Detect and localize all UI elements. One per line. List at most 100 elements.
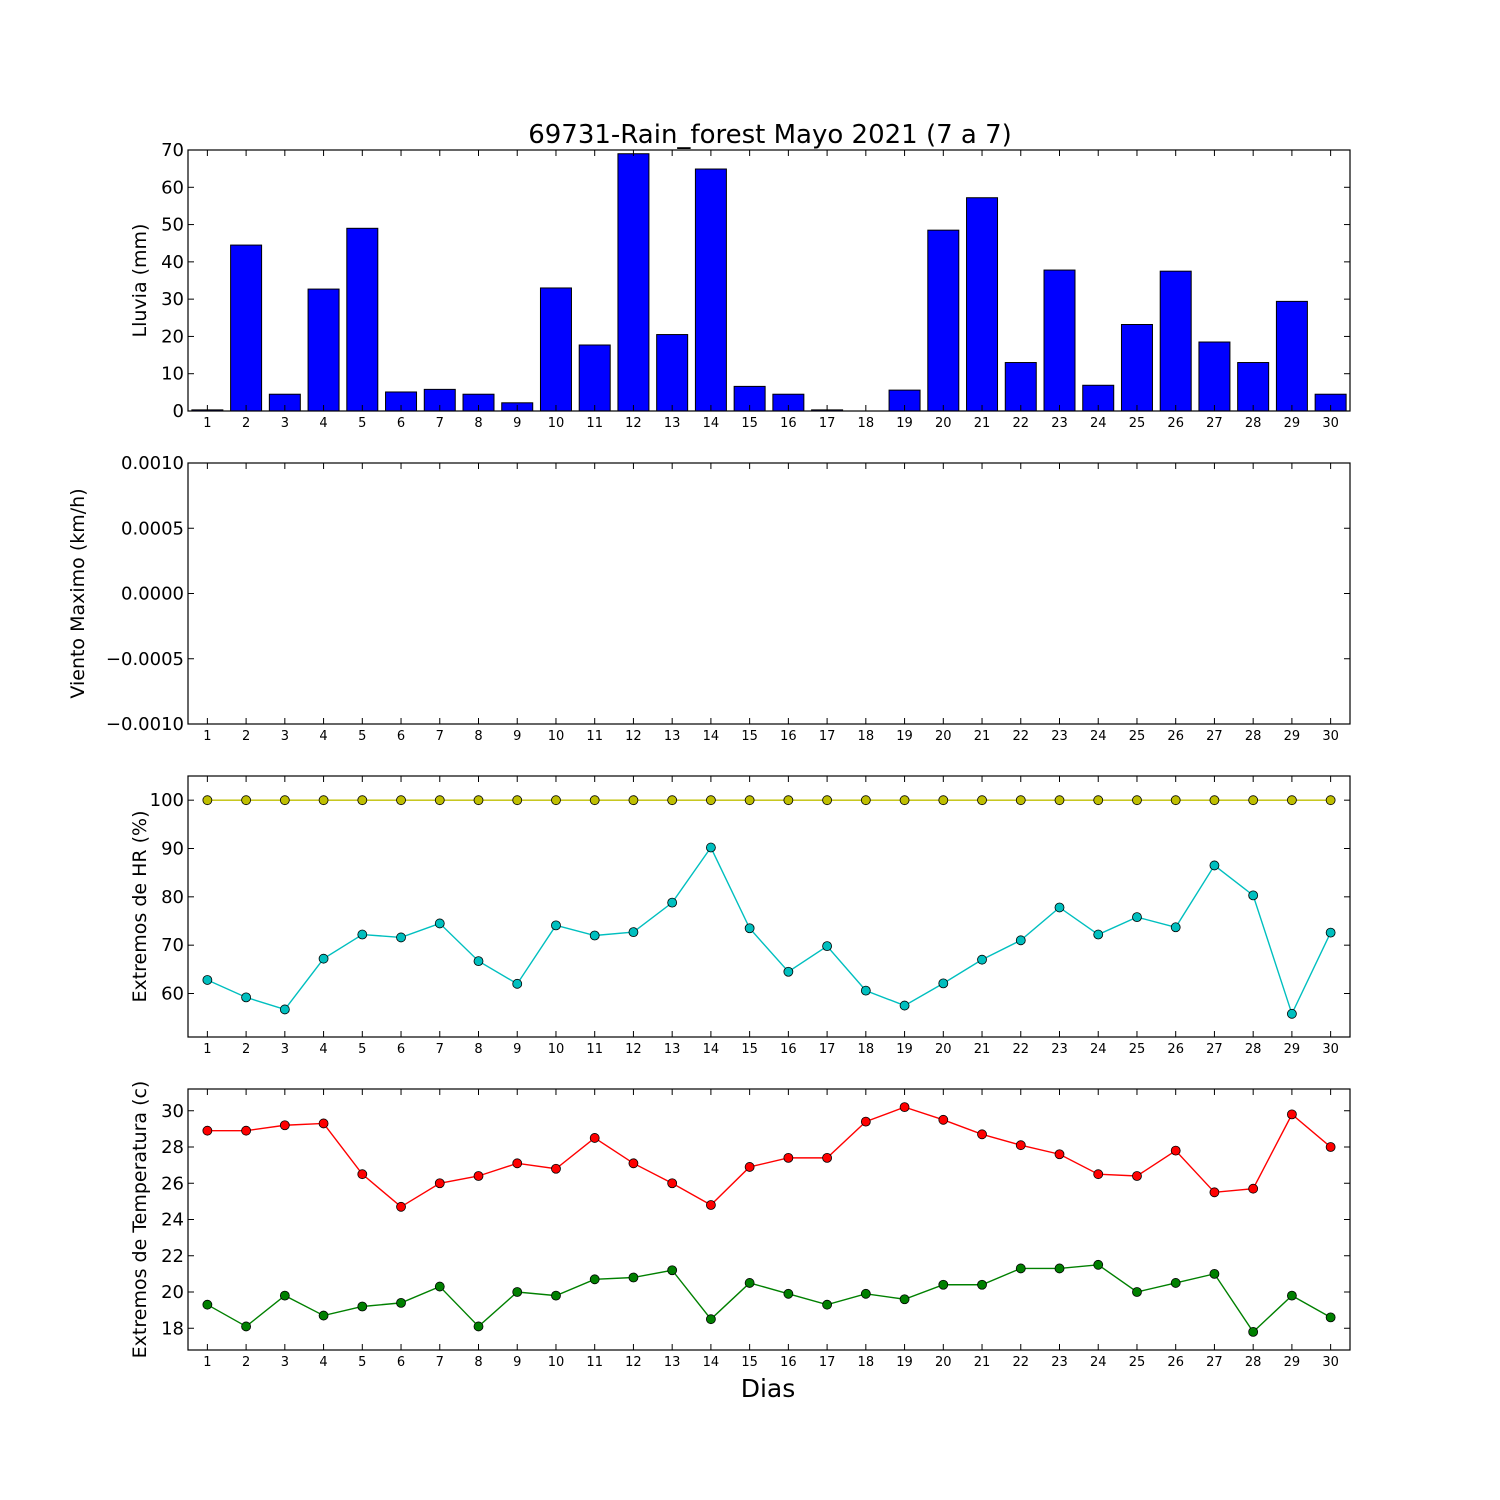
humidity-point [512,795,523,806]
rain-xtick-label: 13 [664,416,681,431]
humidity-xtick-label: 30 [1322,1042,1339,1057]
wind-xtick-label: 16 [780,729,797,744]
wind-xtick-label: 13 [664,729,681,744]
humidity-xtick-label: 21 [974,1042,991,1057]
temperature-xtick-label: 15 [741,1355,758,1370]
humidity-point [202,975,213,985]
humidity-point [434,795,445,806]
humidity-point [1325,927,1336,938]
rain-xtick-label: 30 [1322,416,1339,431]
rain-bar [694,168,727,412]
humidity-point [241,795,252,806]
humidity-point [1015,795,1026,806]
rain-bar [1275,300,1308,412]
temperature-point [473,1321,484,1332]
wind-ylabel: Viento Maximo (km/h) [67,488,89,698]
temperature-point [589,1274,600,1285]
humidity-xtick-label: 22 [1012,1042,1029,1057]
temperature-xtick-label: 8 [474,1355,482,1370]
rain-bar [578,344,611,412]
humidity-xtick-label: 3 [281,1042,289,1057]
temperature-xtick-label: 9 [513,1355,521,1370]
humidity-point [822,795,832,806]
temperature-xtick-label: 24 [1090,1355,1107,1370]
rain-xtick-label: 27 [1206,416,1223,431]
wind-xtick-label: 9 [513,729,521,744]
temperature-point [706,1314,716,1325]
temperature-point [434,1281,445,1292]
rain-bar [539,287,572,412]
humidity-point [396,795,406,806]
humidity-point [860,985,871,996]
wind-xtick-label: 28 [1245,729,1262,744]
temperature-xtick-label: 25 [1129,1355,1146,1370]
humidity-xtick-label: 17 [819,1042,836,1057]
wind-xtick-label: 18 [858,729,875,744]
temperature-point [1093,1259,1104,1270]
rain-xtick-label: 6 [397,416,405,431]
temperature-point [473,1171,484,1181]
temperature-ytick-label: 20 [161,1282,184,1303]
humidity-point [279,1004,290,1015]
temperature-xtick-label: 23 [1051,1355,1068,1370]
humidity-series-line [207,846,1332,1016]
humidity-point [318,795,329,806]
wind-xtick-label: 19 [896,729,913,744]
rain-bar [1237,362,1270,412]
rain-xtick-label: 26 [1167,416,1184,431]
temperature-point [667,1178,678,1189]
humidity-xtick-label: 20 [935,1042,952,1057]
humidity-xtick-label: 11 [586,1042,603,1057]
temperature-point [396,1201,406,1212]
rain-ytick-label: 70 [161,140,184,161]
temperature-point [938,1114,949,1125]
rain-bar [966,197,999,412]
humidity-xtick-label: 27 [1206,1042,1223,1057]
humidity-point [357,795,368,806]
wind-xtick-label: 1 [203,729,211,744]
humidity-point [822,941,832,952]
wind-ytick-label: 0.0000 [121,584,184,605]
humidity-point [357,929,368,940]
temperature-point [860,1116,871,1127]
wind-xtick-label: 4 [319,729,327,744]
rain-xtick-label: 8 [474,416,482,431]
temperature-point [822,1299,832,1310]
temperature-ytick-label: 24 [161,1210,184,1231]
wind-xtick-label: 3 [281,729,289,744]
humidity-point [318,953,329,964]
humidity-point [1093,929,1104,940]
wind-xtick-label: 29 [1284,729,1301,744]
temperature-point [1209,1268,1220,1279]
rain-bar [307,288,340,412]
humidity-point [1015,935,1026,946]
temperature-xtick-label: 21 [974,1355,991,1370]
temperature-xtick-label: 11 [586,1355,603,1370]
wind-xtick-label: 11 [586,729,603,744]
temperature-xtick-label: 17 [819,1355,836,1370]
temperature-xtick-label: 20 [935,1355,952,1370]
humidity-xtick-label: 5 [358,1042,366,1057]
rain-bar [1120,324,1153,412]
humidity-point [667,897,678,908]
humidity-ylabel: Extremos de HR (%) [129,810,151,1002]
figure-title: 69731-Rain_forest Mayo 2021 (7 a 7) [528,120,1012,150]
temperature-xtick-label: 5 [358,1355,366,1370]
wind-xtick-label: 25 [1129,729,1146,744]
wind-xtick-label: 5 [358,729,366,744]
temperature-point [589,1133,600,1143]
wind-xtick-label: 22 [1012,729,1029,744]
humidity-point [977,954,987,965]
humidity-xtick-label: 9 [513,1042,521,1057]
temperature-point [512,1287,523,1297]
rain-xtick-label: 18 [858,416,875,431]
rain-bar [1198,341,1231,412]
humidity-ytick-label: 90 [161,839,184,860]
temperature-point [1170,1145,1181,1156]
temperature-point [1015,1140,1026,1151]
rain-bar [346,227,379,412]
humidity-xtick-label: 23 [1051,1042,1068,1057]
wind-ytick-label: 0.0005 [121,518,184,539]
